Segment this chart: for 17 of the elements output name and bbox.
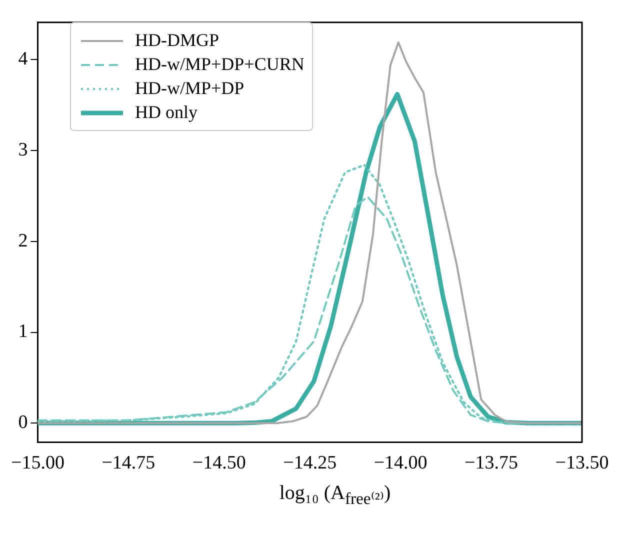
x-axis-title: log₁₀ (A$_{free⁽²⁾}$)	[278, 482, 392, 509]
y-tick-label: 3	[18, 140, 28, 161]
y-tick-label: 2	[18, 230, 28, 252]
x-tick-label: −13.75	[464, 452, 518, 474]
y-tick-label: 4	[18, 48, 28, 70]
x-tick-label: −14.75	[102, 452, 156, 474]
legend-label: HD-w/MP+DP	[135, 78, 244, 99]
legend-label: HD-DMGP	[135, 30, 220, 51]
legend-label: HD-w/MP+DP+CURN	[135, 54, 304, 75]
x-tick-label: −14.25	[283, 452, 337, 474]
legend-label: HD only	[135, 102, 198, 123]
x-tick-label: −13.50	[555, 452, 609, 474]
x-tick-label: −14.00	[374, 452, 428, 474]
y-tick-label: 1	[18, 321, 28, 342]
x-tick-label: −14.50	[192, 452, 246, 474]
x-tick-label: −15.00	[11, 452, 64, 474]
y-tick-label: 0	[18, 412, 28, 434]
